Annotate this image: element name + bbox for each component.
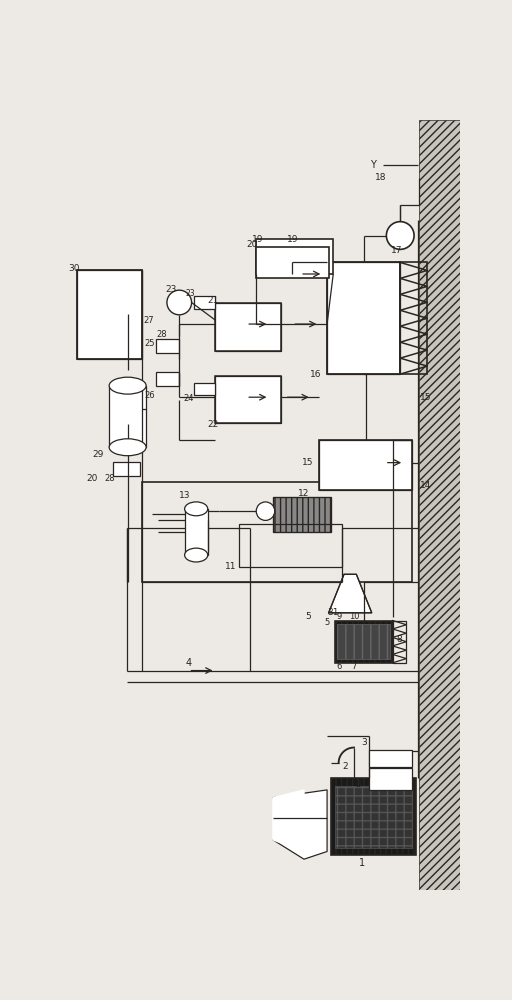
Text: 20: 20 xyxy=(247,240,258,249)
Text: 26: 26 xyxy=(145,391,155,400)
Text: 19: 19 xyxy=(287,235,298,244)
Bar xyxy=(256,247,329,278)
Bar xyxy=(185,509,208,555)
Text: 15: 15 xyxy=(420,393,432,402)
Text: 28: 28 xyxy=(156,330,167,339)
Ellipse shape xyxy=(185,548,208,562)
Text: 10: 10 xyxy=(349,612,359,621)
Bar xyxy=(256,239,333,274)
Text: 23: 23 xyxy=(166,285,177,294)
Text: 7: 7 xyxy=(351,662,357,671)
Text: 27: 27 xyxy=(143,316,154,325)
Ellipse shape xyxy=(109,439,146,456)
Text: 25: 25 xyxy=(145,339,155,348)
Text: 20: 20 xyxy=(87,474,98,483)
Text: 6: 6 xyxy=(336,662,342,671)
Bar xyxy=(239,524,343,567)
Bar xyxy=(273,497,331,532)
Text: 3: 3 xyxy=(361,738,367,747)
Bar xyxy=(370,768,412,790)
Bar xyxy=(273,497,331,532)
Bar xyxy=(331,778,416,855)
Bar xyxy=(109,386,146,447)
Circle shape xyxy=(387,222,414,249)
Text: 3: 3 xyxy=(355,780,361,789)
Bar xyxy=(216,303,281,351)
Bar xyxy=(400,262,427,374)
Text: 16: 16 xyxy=(310,370,322,379)
Text: 22: 22 xyxy=(207,420,219,429)
Text: 28: 28 xyxy=(104,474,115,483)
Text: 21: 21 xyxy=(207,296,219,305)
Ellipse shape xyxy=(109,377,146,394)
Text: 23: 23 xyxy=(186,289,196,298)
Polygon shape xyxy=(273,790,304,852)
Text: 17: 17 xyxy=(391,246,402,255)
Text: 5: 5 xyxy=(325,618,330,627)
Bar xyxy=(194,296,216,309)
Circle shape xyxy=(167,290,191,315)
Text: 31: 31 xyxy=(328,608,339,617)
Bar xyxy=(216,303,281,351)
Polygon shape xyxy=(273,790,327,859)
Text: 1: 1 xyxy=(359,858,365,868)
Text: 15: 15 xyxy=(302,458,313,467)
Ellipse shape xyxy=(185,502,208,516)
Bar xyxy=(337,624,390,659)
Text: 18: 18 xyxy=(375,173,387,182)
Bar xyxy=(113,462,140,476)
Text: 14: 14 xyxy=(420,481,431,490)
Polygon shape xyxy=(329,574,372,613)
Bar xyxy=(194,383,216,395)
Bar xyxy=(419,120,462,890)
Text: 8: 8 xyxy=(397,635,402,644)
Text: 4: 4 xyxy=(185,658,191,668)
Text: 5: 5 xyxy=(305,612,311,621)
Bar xyxy=(142,482,412,582)
Bar xyxy=(216,376,281,423)
Bar xyxy=(156,339,179,353)
Bar xyxy=(335,786,412,848)
Text: 19: 19 xyxy=(252,235,264,244)
Text: 2: 2 xyxy=(342,762,348,771)
Text: Y: Y xyxy=(370,160,376,170)
Bar xyxy=(156,372,179,386)
Bar xyxy=(77,270,142,359)
Bar xyxy=(319,440,412,490)
Text: 12: 12 xyxy=(298,489,310,498)
Text: 30: 30 xyxy=(69,264,80,273)
Text: 9: 9 xyxy=(336,612,342,621)
Bar xyxy=(216,376,281,423)
Bar xyxy=(393,620,407,663)
Text: 13: 13 xyxy=(179,491,190,500)
Bar xyxy=(327,262,400,374)
Bar xyxy=(319,440,412,490)
Text: 24: 24 xyxy=(183,394,194,403)
Text: 29: 29 xyxy=(92,450,103,459)
Bar xyxy=(335,620,393,663)
Bar xyxy=(370,750,412,767)
Bar xyxy=(77,270,142,359)
Bar xyxy=(327,262,400,374)
Circle shape xyxy=(256,502,275,520)
Text: 11: 11 xyxy=(225,562,237,571)
